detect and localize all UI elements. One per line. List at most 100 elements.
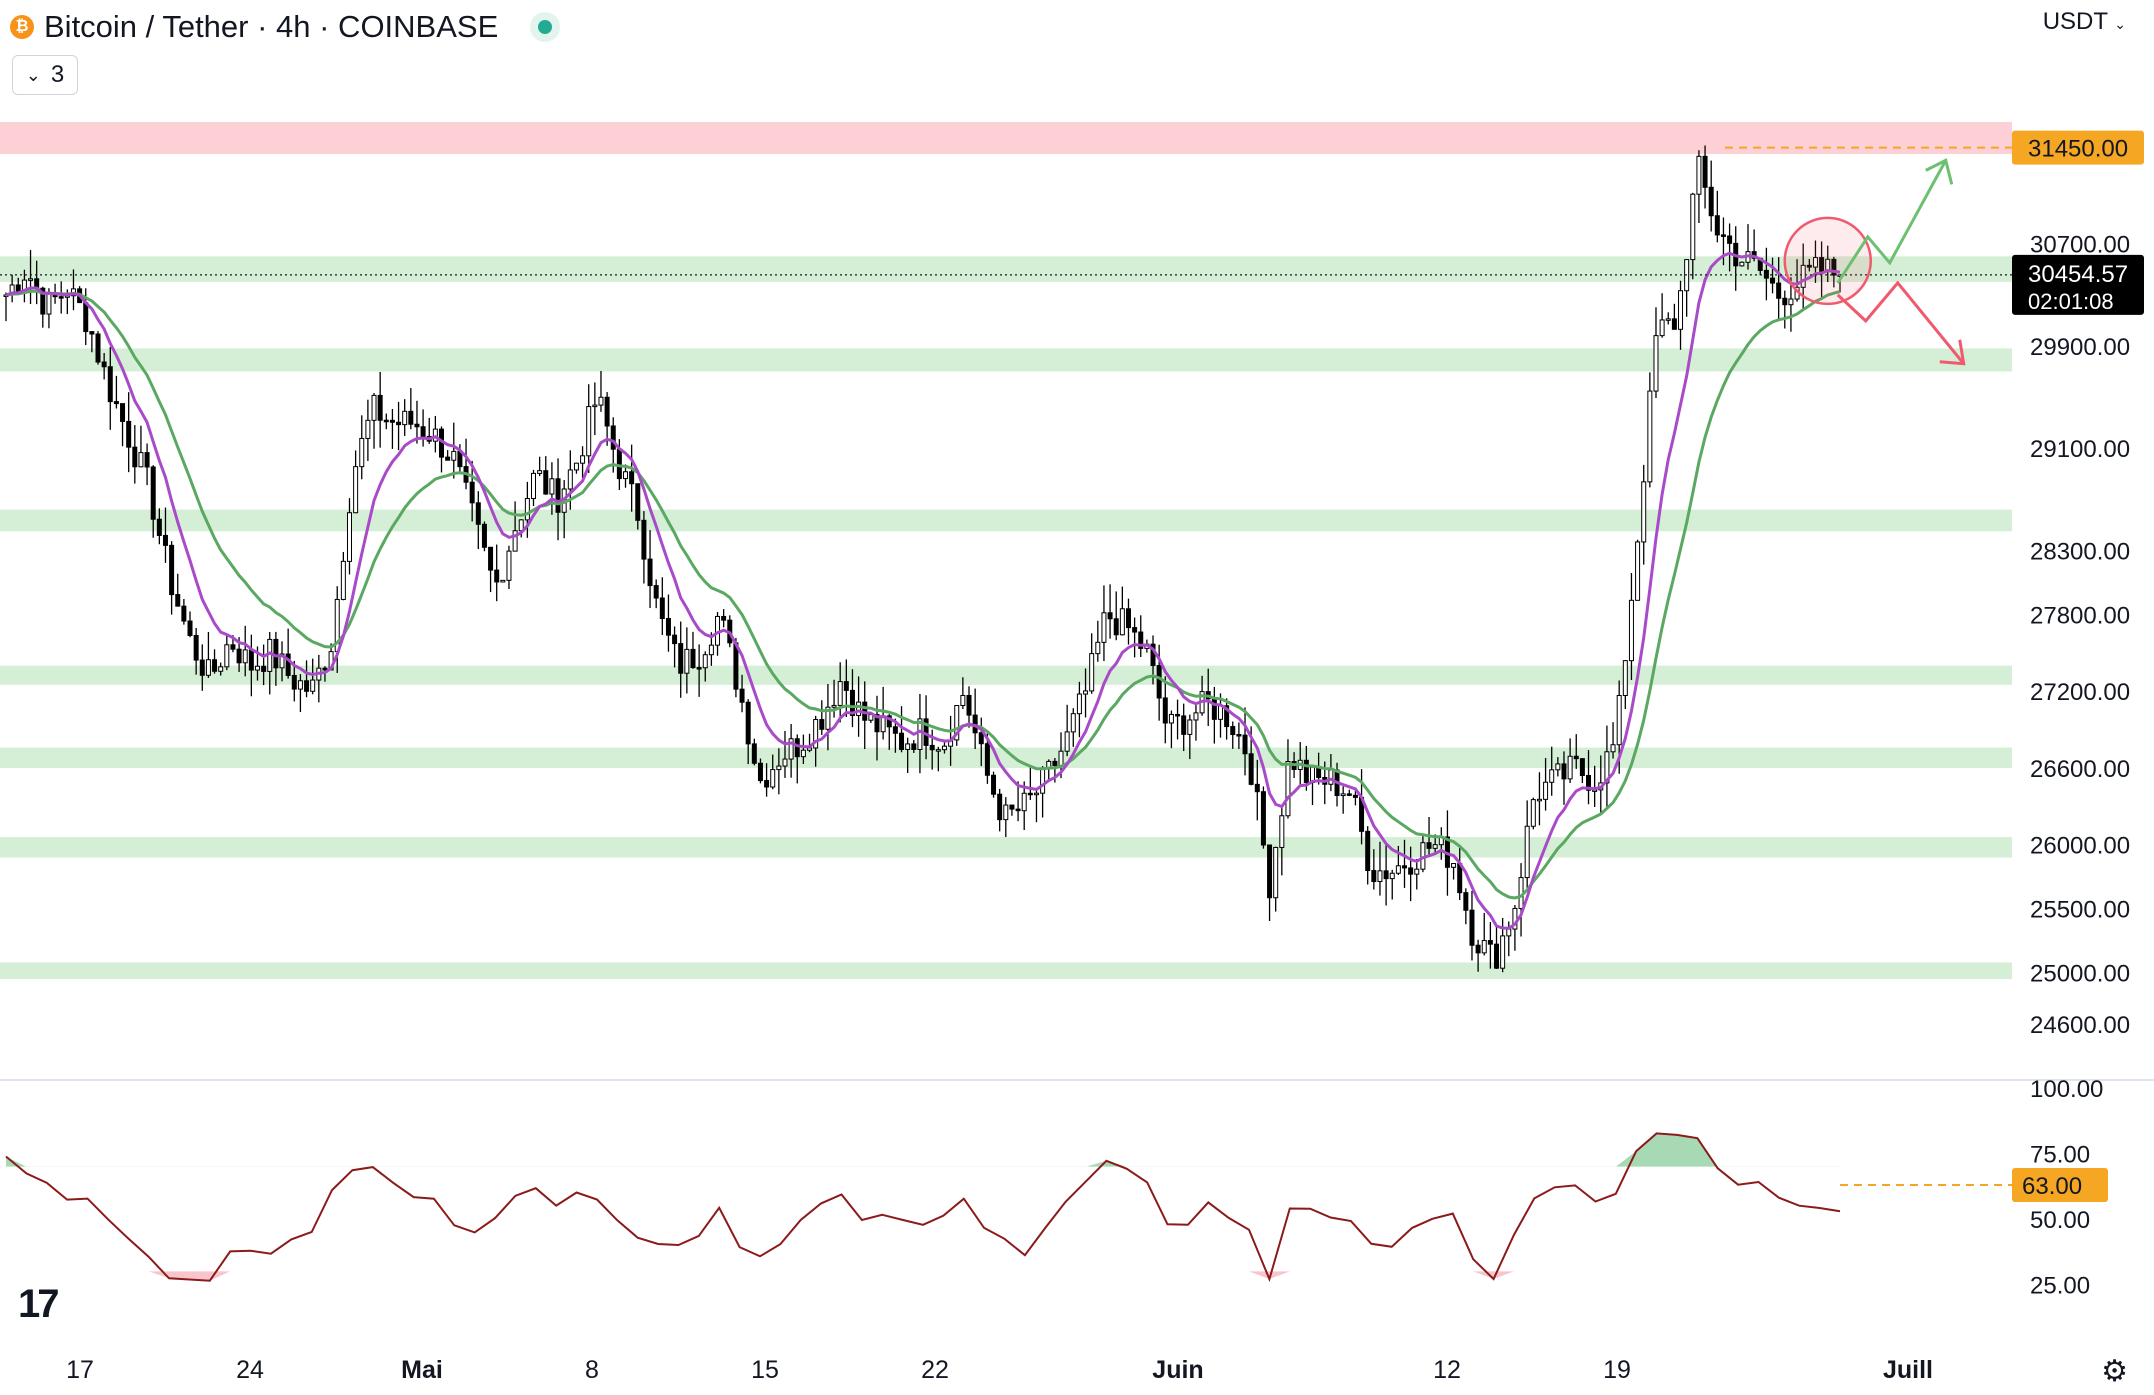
candle-body-up [297, 680, 303, 690]
currency-selector[interactable]: USDT ⌄ [2043, 8, 2126, 36]
candle [438, 426, 444, 473]
candle [1027, 767, 1033, 800]
market-status-icon[interactable] [530, 12, 561, 42]
candle [1040, 766, 1046, 818]
candle-body-up [537, 470, 543, 474]
candle-body-down [445, 456, 451, 461]
symbol-title[interactable]: Bitcoin / Tether · 4h · COINBASE [44, 9, 499, 44]
indicators-toggle-button[interactable]: ⌄ 3 [12, 55, 78, 95]
candle [1365, 826, 1371, 885]
candle-body-up [205, 659, 211, 676]
candle [1260, 786, 1266, 849]
candle [598, 370, 604, 412]
candle [659, 577, 665, 635]
candle [1089, 633, 1095, 694]
candle [1095, 620, 1101, 662]
candle-body-down [58, 296, 64, 299]
candle-body-up [1095, 641, 1101, 655]
candle-body-up [1524, 825, 1530, 879]
candle [169, 541, 175, 615]
candle-body-down [757, 762, 763, 782]
gear-icon[interactable]: ⚙ [2101, 1355, 2128, 1388]
candle [739, 674, 745, 713]
candle-body-down [672, 634, 678, 645]
candle [1671, 303, 1677, 330]
candle [291, 660, 297, 702]
candle [199, 644, 205, 691]
resistance-price-tag [2012, 130, 2144, 165]
candle-body-down [1487, 940, 1493, 945]
candle [1273, 846, 1279, 912]
candle [1800, 243, 1806, 310]
candle [1242, 707, 1248, 776]
candle-body-down [187, 620, 193, 637]
candle [377, 371, 383, 448]
chart-header: ₿ Bitcoin / Tether · 4h · COINBASE [10, 6, 561, 48]
candle-body-up [917, 718, 923, 750]
candle-body-down [1242, 734, 1248, 755]
candle [1414, 858, 1420, 890]
candle-body-up [1481, 940, 1487, 954]
rsi-tick-label: 50.00 [2030, 1207, 2090, 1234]
candle-body-up [1506, 928, 1512, 937]
candle-body-down [150, 466, 156, 520]
candle [1224, 698, 1230, 740]
candle-body-down [1371, 870, 1377, 883]
candle-body-down [1426, 842, 1432, 849]
candle-body-down [175, 594, 181, 607]
candle-body-up [1696, 155, 1702, 195]
ema-fast-line [5, 251, 1841, 930]
candle-body-down [248, 649, 254, 671]
candle [506, 545, 512, 590]
candle [95, 331, 101, 365]
candle-body-down [181, 605, 187, 622]
candle [1371, 849, 1377, 890]
candle [776, 748, 782, 795]
candle-body-down [984, 743, 990, 776]
candle [1604, 725, 1610, 807]
candle-body-down [1224, 705, 1230, 728]
candle-body-down [101, 361, 107, 368]
candle [1451, 863, 1457, 880]
candle-body-up [1076, 693, 1082, 715]
candle-body-up [224, 644, 230, 668]
candle-body-down [911, 743, 917, 750]
candle-body-down [408, 410, 414, 425]
current-price-line [0, 146, 2012, 276]
candle [672, 626, 678, 668]
candle [432, 415, 438, 453]
candle [1021, 781, 1027, 831]
ema-slow-line [5, 289, 1841, 900]
candle [1119, 586, 1125, 636]
candle [573, 462, 579, 474]
candle [445, 450, 451, 461]
candle-body-up [506, 550, 512, 581]
candle [469, 460, 475, 522]
candle-body-down [113, 401, 119, 405]
price-tick-label: 29900.00 [2030, 334, 2130, 361]
candle [1512, 905, 1518, 951]
candle [635, 483, 641, 530]
candle [285, 628, 291, 679]
candle-body-up [1021, 792, 1027, 812]
candle [592, 382, 598, 436]
candle-body-up [1070, 713, 1076, 733]
candle [389, 408, 395, 449]
candle-body-up [1739, 261, 1745, 267]
candle [580, 446, 586, 479]
candle-body-up [1273, 846, 1279, 899]
candle-body-up [365, 419, 371, 439]
candle-body-down [1408, 867, 1414, 875]
candle [28, 250, 34, 305]
candle [1536, 772, 1542, 826]
candle [353, 450, 359, 514]
candle [396, 401, 402, 451]
candle [1647, 372, 1653, 488]
candle-body-up [708, 644, 714, 656]
candle-body-down [641, 519, 647, 560]
candle-body-up [1089, 653, 1095, 692]
candle [512, 501, 518, 552]
candle-body-up [1187, 719, 1193, 735]
candle [678, 621, 684, 698]
